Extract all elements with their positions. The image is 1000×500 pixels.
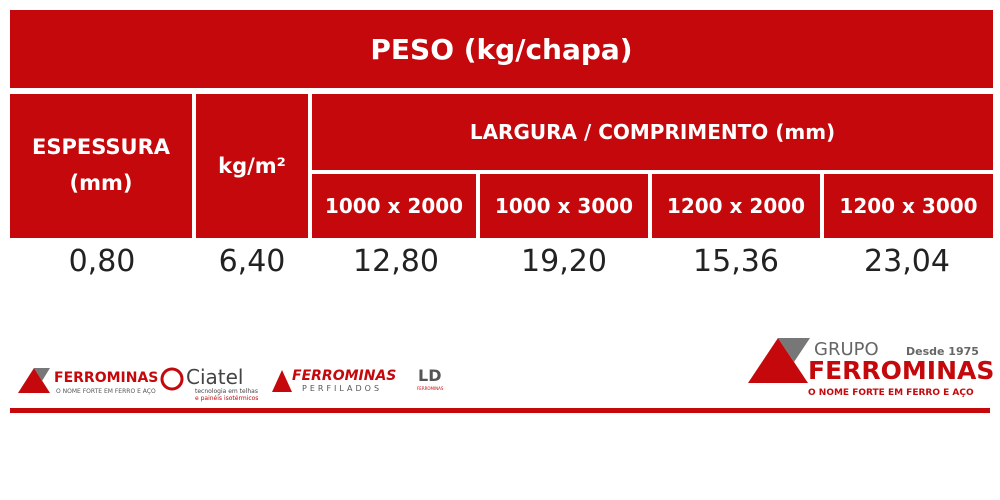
title: PESO (kg/chapa) [370, 32, 633, 66]
logo-text: FERROMINAS [54, 370, 159, 386]
title-cell: PESO (kg/chapa) [10, 10, 993, 88]
header-text: 1000 x 2000 [324, 194, 464, 218]
logo-text: LD [418, 366, 442, 385]
logo-text: tecnologia em telhas [195, 388, 258, 395]
header-cell: 1200 x 2000 [652, 174, 820, 238]
logo-text: O NOME FORTE EM FERRO E AÇO [808, 388, 974, 398]
cell: 0,80 [68, 244, 136, 279]
header-text: ESPESSURA [32, 135, 170, 160]
cell: 6,40 [218, 244, 286, 279]
logo-text: e painéis isotérmicos [195, 395, 259, 402]
cell: 19,20 [521, 244, 607, 279]
header-cell: 1200 x 3000 [824, 174, 993, 238]
header-cell: kg/m² [196, 94, 308, 238]
header-text: kg/m² [218, 154, 286, 178]
header-cell: LARGURA / COMPRIMENTO (mm) [312, 94, 993, 170]
header-cell: 1000 x 2000 [312, 174, 476, 238]
logo-text: GRUPO [814, 339, 879, 360]
logo-text: Desde 1975 [906, 345, 979, 358]
logo-text: FERROMINAS [808, 356, 995, 385]
logo-text: FERROMINAS [292, 368, 397, 384]
header-cell: ESPESSURA (mm) [10, 94, 192, 238]
header-text: 1000 x 3000 [494, 194, 634, 218]
logo-text: FERROMINAS [417, 386, 444, 391]
cell: 15,36 [693, 244, 779, 279]
header-text: LARGURA / COMPRIMENTO (mm) [469, 120, 836, 144]
header-text: (mm) [69, 171, 133, 195]
logo-text: O NOME FORTE EM FERRO E AÇO [56, 388, 156, 395]
header-cell: 1000 x 3000 [480, 174, 648, 238]
cell: 12,80 [353, 244, 439, 279]
cell: 23,04 [864, 244, 950, 279]
logo-text: Ciatel [186, 365, 244, 389]
header-text: 1200 x 2000 [666, 194, 806, 218]
logo-text: PERFILADOS [302, 384, 383, 393]
header-text: 1200 x 3000 [839, 194, 978, 218]
